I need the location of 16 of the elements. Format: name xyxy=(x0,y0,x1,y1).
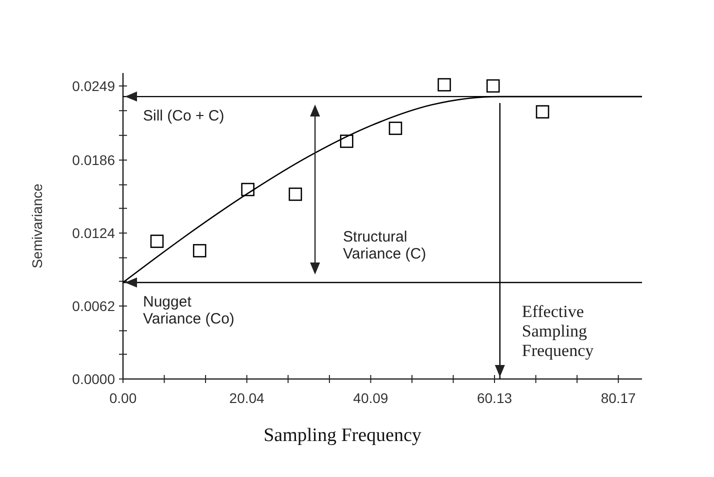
x-tick-label: 20.04 xyxy=(229,390,265,406)
x-tick-label: 60.13 xyxy=(476,390,512,406)
y-tick-label: 0.0186 xyxy=(72,152,116,168)
ref-line-label: Sill (Co + C) xyxy=(143,108,224,125)
x-tick-label: 40.09 xyxy=(353,390,388,406)
y-tick-label: 0.0124 xyxy=(72,225,116,242)
ref-line-label: Nugget Variance (Co) xyxy=(143,293,234,328)
annotation: Structural Variance (C) xyxy=(343,228,426,263)
ref-line-label: Effective Sampling Frequency xyxy=(522,302,594,360)
x-tick-label: 80.17 xyxy=(600,390,636,406)
y-axis-title: Semivariance xyxy=(29,183,45,268)
y-tick-label: 0.0249 xyxy=(72,78,116,94)
x-axis-title: Sampling Frequency xyxy=(264,425,422,446)
x-tick-label: 0.00 xyxy=(109,390,137,406)
y-tick-label: 0.0000 xyxy=(72,371,116,387)
y-tick-label: 0.0062 xyxy=(72,298,116,314)
